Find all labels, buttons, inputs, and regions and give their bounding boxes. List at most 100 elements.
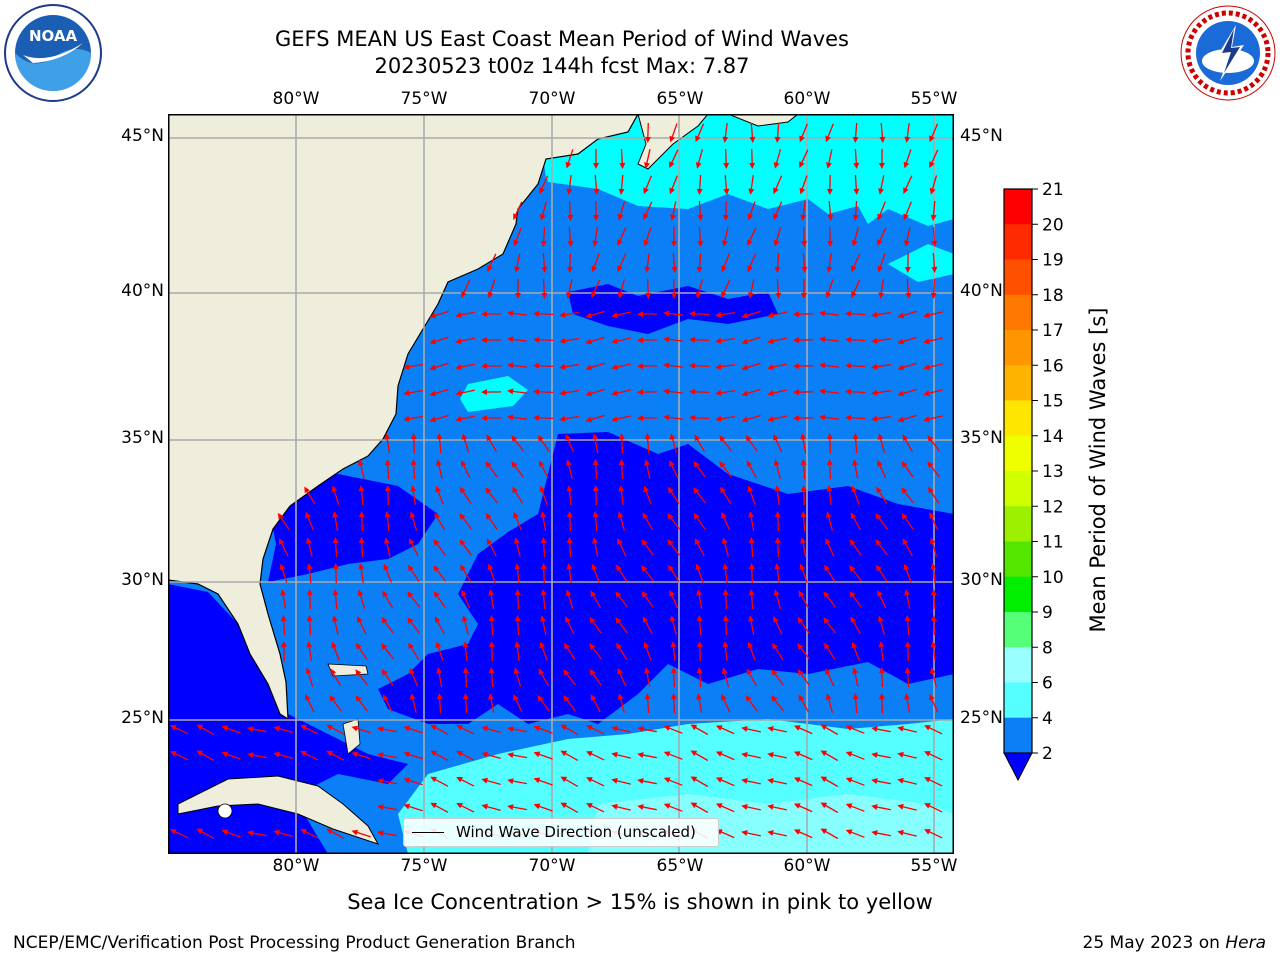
wave-direction-arrowhead: [671, 241, 677, 247]
wave-direction-arrowhead: [715, 725, 723, 731]
wave-direction-arrowhead: [384, 485, 391, 492]
lat-label-left: 40°N: [121, 281, 164, 301]
wave-direction-arrowhead: [590, 590, 597, 598]
wave-direction-arrowhead: [481, 311, 487, 317]
wave-direction-arrowhead: [849, 591, 856, 598]
wave-direction-arrowhead: [748, 615, 754, 622]
wave-direction-arrowhead: [741, 752, 748, 758]
wave-direction-arrowhead: [306, 563, 313, 570]
wave-direction-arrowhead: [897, 829, 904, 836]
wave-direction-arrowhead: [793, 803, 801, 809]
wave-direction-arrowhead: [481, 725, 488, 732]
wave-direction-arrowhead: [566, 266, 573, 273]
wave-direction-arrowhead: [773, 240, 780, 247]
wave-direction-arrowhead: [514, 615, 521, 622]
wave-direction-arrowhead: [329, 695, 336, 702]
wave-direction-arrowhead: [384, 537, 390, 544]
wave-direction-arrowhead: [383, 563, 389, 571]
wave-direction-arrowhead: [384, 433, 391, 440]
wave-direction-arrowhead: [871, 726, 878, 732]
lon-label-top: 70°W: [528, 89, 576, 109]
wave-direction-arrowhead: [566, 537, 573, 544]
wave-direction-arrowhead: [767, 778, 774, 784]
wave-direction-arrowhead: [617, 668, 623, 675]
colorbar-tick-label: 4: [1042, 709, 1053, 729]
colorbar-tick-label: 9: [1042, 603, 1053, 623]
wave-direction-arrowhead: [669, 460, 675, 467]
lat-label-left: 30°N: [121, 570, 164, 590]
wave-direction-arrowhead: [481, 415, 487, 421]
wave-direction-arrowhead: [928, 486, 934, 494]
land-cuba: [177, 775, 380, 845]
colorbar: 2 4 6 8 9 10 11 12 13 14 15 16 17 18 19 20 21: [1003, 180, 1064, 782]
wave-direction-arrowhead: [537, 695, 544, 702]
wave-direction-arrowhead: [825, 135, 831, 143]
wave-direction-arrowhead: [429, 390, 437, 397]
wave-direction-arrowhead: [801, 240, 808, 247]
wave-direction-arrowhead: [355, 669, 362, 676]
wave-direction-arrowhead: [748, 537, 755, 544]
wave-direction-arrowhead: [462, 693, 469, 700]
wave-direction-arrowhead: [774, 563, 781, 570]
wave-direction-arrowhead: [537, 435, 544, 442]
wave-direction-arrowhead: [878, 667, 885, 674]
wave-direction-arrowhead: [170, 829, 177, 835]
colorbar-tick-label: 11: [1042, 533, 1064, 553]
lat-label-right: 30°N: [960, 570, 1003, 590]
wave-direction-arrowhead: [305, 694, 311, 701]
wave-direction-arrowhead: [741, 416, 749, 423]
wave-direction-arrowhead: [929, 537, 936, 544]
wave-direction-arrowhead: [514, 641, 521, 648]
wave-direction-arrowhead: [591, 291, 597, 298]
wave-direction-arrowhead: [823, 591, 830, 598]
wave-direction-arrowhead: [460, 564, 466, 572]
land-nova-scotia: [637, 114, 709, 170]
wave-direction-arrowhead: [617, 213, 624, 221]
wave-direction-arrowhead: [481, 337, 487, 343]
wave-direction-arrowhead: [849, 565, 856, 572]
wave-direction-arrowhead: [693, 513, 700, 520]
wave-direction-arrowhead: [747, 265, 753, 273]
wave-direction-arrowhead: [430, 802, 437, 809]
wave-direction-arrowhead: [747, 485, 754, 493]
wave-direction-arrowhead: [331, 641, 337, 649]
wave-direction-arrowhead: [904, 667, 911, 674]
wave-direction-arrowhead: [512, 486, 518, 494]
wave-direction-arrowhead: [825, 511, 832, 518]
wave-direction-arrowhead: [696, 667, 703, 674]
colorbar-segment: [1004, 259, 1032, 296]
colorbar-tick-label: 13: [1042, 462, 1064, 482]
wave-direction-arrowhead: [273, 751, 280, 758]
wave-direction-arrowhead: [902, 434, 909, 442]
wave-direction-arrowhead: [800, 485, 807, 492]
wave-direction-arrowhead: [767, 830, 774, 836]
wave-direction-arrowhead: [871, 311, 878, 318]
wave-direction-arrowhead: [637, 337, 643, 344]
colorbar-tick-label: 21: [1042, 180, 1064, 200]
wave-direction-arrowhead: [514, 589, 521, 596]
wave-direction-arrowhead: [670, 214, 676, 221]
colorbar-segment: [1004, 647, 1032, 683]
wave-direction-arrowhead: [589, 669, 596, 676]
wave-direction-arrowhead: [721, 512, 727, 519]
wave-direction-arrowhead: [351, 725, 359, 732]
wave-direction-arrowhead: [221, 751, 229, 758]
wave-direction-arrowhead: [927, 461, 934, 468]
wave-direction-arrowhead: [671, 266, 678, 273]
wave-direction-arrowhead: [455, 390, 462, 396]
wave-direction-arrowhead: [845, 310, 852, 317]
wave-direction-arrowhead: [929, 161, 935, 168]
wave-direction-arrowhead: [669, 433, 676, 440]
wave-direction-arrowhead: [905, 292, 912, 299]
wave-direction-arrowhead: [871, 337, 878, 344]
wave-direction-arrowhead: [592, 433, 599, 440]
wave-direction-arrowhead: [923, 416, 930, 423]
footer-date: 25 May 2023 on Hera: [1083, 933, 1267, 953]
wave-direction-arrowhead: [793, 311, 800, 318]
wave-direction-arrowhead: [663, 414, 670, 421]
wave-direction-arrowhead: [592, 511, 599, 518]
wave-direction-arrowhead: [300, 829, 307, 835]
cyan-patch: [888, 244, 954, 282]
wave-direction-arrowhead: [851, 265, 857, 273]
wave-direction-arrowhead: [774, 266, 781, 273]
